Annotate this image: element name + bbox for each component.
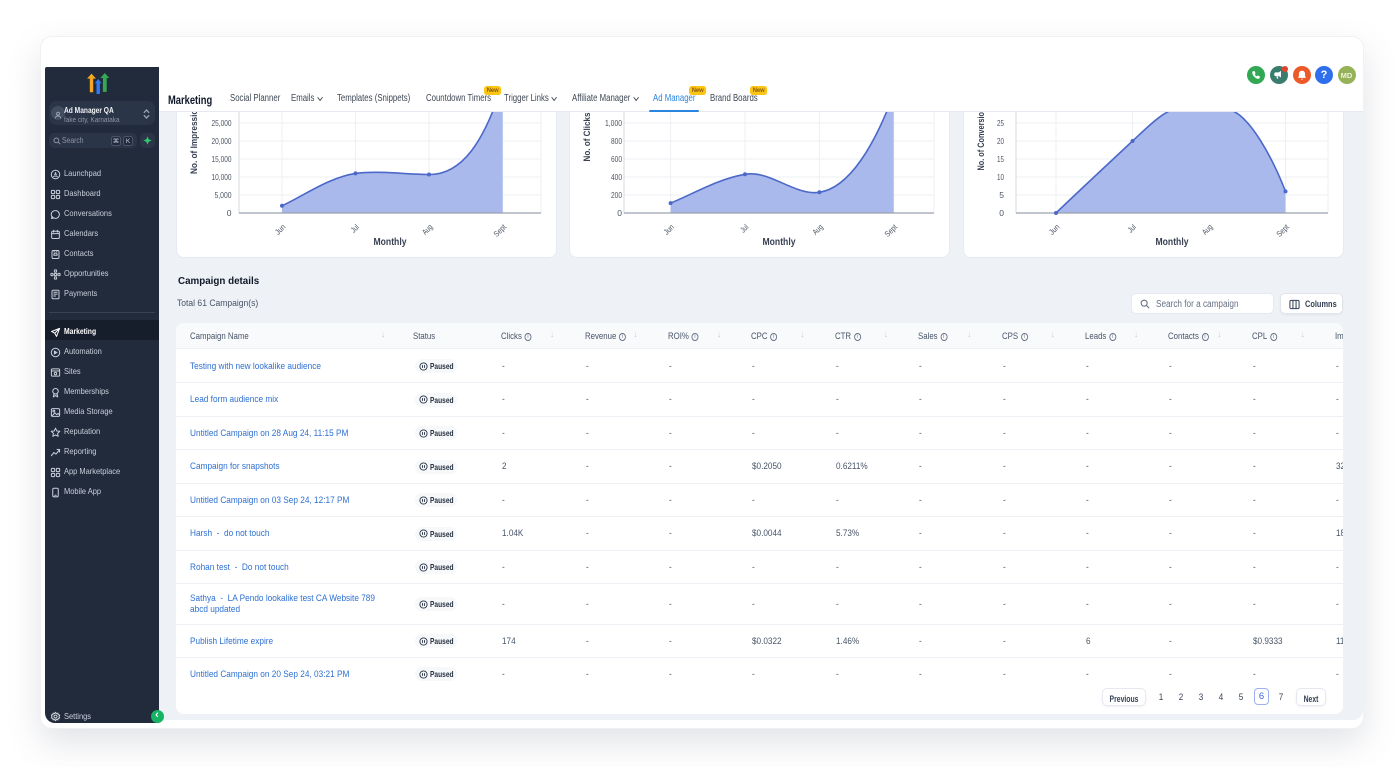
svg-text:Jul: Jul [1126, 222, 1138, 234]
svg-text:600: 600 [611, 154, 622, 164]
svg-text:200: 200 [611, 190, 622, 200]
svg-text:25: 25 [997, 118, 1004, 128]
svg-text:5: 5 [999, 190, 1004, 200]
svg-text:No. of Conversions: No. of Conversions [976, 112, 986, 171]
svg-text:No. of Impressions: No. of Impressions [189, 112, 199, 174]
svg-text:Sept: Sept [883, 222, 900, 239]
svg-text:Aug: Aug [811, 223, 825, 237]
svg-text:Jul: Jul [738, 222, 750, 234]
svg-text:0: 0 [617, 208, 622, 218]
svg-text:20,000: 20,000 [212, 136, 232, 146]
svg-text:Jun: Jun [662, 223, 676, 237]
svg-text:0: 0 [227, 208, 232, 218]
svg-text:Aug: Aug [420, 223, 434, 237]
svg-text:20: 20 [997, 136, 1004, 146]
svg-text:Monthly: Monthly [1156, 237, 1189, 248]
svg-text:No. of Clicks: No. of Clicks [582, 113, 592, 162]
svg-text:Monthly: Monthly [374, 237, 407, 248]
svg-text:0: 0 [999, 208, 1004, 218]
svg-text:800: 800 [611, 136, 622, 146]
svg-text:Jun: Jun [273, 223, 287, 237]
svg-text:5,000: 5,000 [215, 190, 232, 200]
svg-text:1,000: 1,000 [605, 118, 622, 128]
svg-text:400: 400 [611, 172, 622, 182]
svg-text:15: 15 [997, 154, 1004, 164]
svg-text:Sept: Sept [492, 222, 509, 239]
svg-text:Sept: Sept [1275, 222, 1292, 239]
svg-text:Monthly: Monthly [763, 237, 796, 248]
svg-text:Jun: Jun [1047, 223, 1061, 237]
svg-text:10,000: 10,000 [212, 172, 232, 182]
svg-text:Jul: Jul [349, 222, 361, 234]
svg-text:15,000: 15,000 [212, 154, 232, 164]
svg-text:10: 10 [997, 172, 1004, 182]
svg-text:25,000: 25,000 [212, 118, 232, 128]
svg-text:Aug: Aug [1200, 223, 1214, 237]
